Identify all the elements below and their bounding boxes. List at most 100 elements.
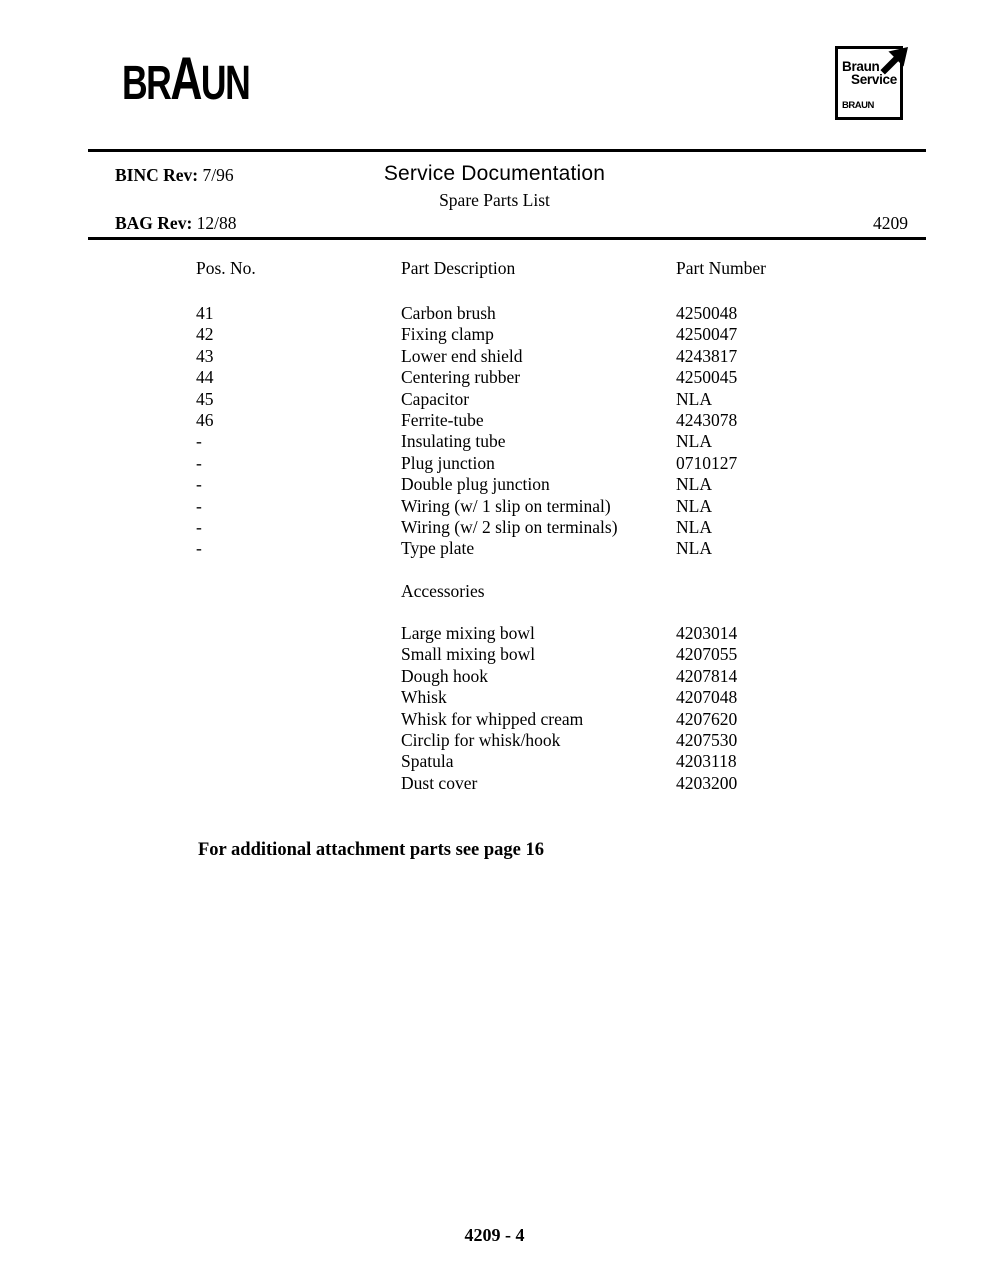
part-number-cell: NLA — [676, 516, 712, 537]
table-row: Whisk 4207048 — [0, 687, 989, 708]
pos-no-cell: - — [196, 516, 202, 537]
table-row: Spatula 4203118 — [0, 751, 989, 772]
table-row: Whisk for whipped cream 4207620 — [0, 709, 989, 730]
part-description-cell: Carbon brush — [401, 303, 496, 323]
table-row: - Wiring (w/ 2 slip on terminals) NLA — [0, 517, 989, 538]
binc-rev-label: BINC Rev: — [115, 165, 199, 185]
part-number-cell: 4207814 — [676, 665, 738, 686]
badge-service-text: Service — [851, 72, 897, 87]
part-number-cell: 4203014 — [676, 623, 738, 643]
part-description-cell: Dust cover — [401, 772, 478, 793]
pos-no-cell: 44 — [196, 367, 214, 388]
table-row: 46 Ferrite-tube 4243078 — [0, 410, 989, 431]
part-description-cell: Type plate — [401, 538, 475, 559]
pos-no-cell: - — [196, 431, 202, 452]
bag-rev-line: BAG Rev: 12/88 — [115, 213, 237, 234]
table-row: Small mixing bowl 4207055 — [0, 644, 989, 665]
bag-rev-label: BAG Rev: — [115, 213, 193, 233]
braun-logo-tall-a: A — [170, 45, 202, 112]
braun-service-badge: Braun Service BRAUN — [835, 46, 908, 120]
part-description-cell: Double plug junction — [401, 474, 550, 495]
column-header-pos-no: Pos. No. — [196, 258, 256, 278]
part-number-cell: 4203118 — [676, 751, 737, 772]
pos-no-cell: - — [196, 474, 202, 495]
page-number: 4209 - 4 — [464, 1225, 525, 1245]
part-description-cell: Wiring (w/ 2 slip on terminals) — [401, 516, 618, 537]
ne-arrow-icon — [880, 47, 908, 75]
part-description-cell: Lower end shield — [401, 345, 523, 366]
table-header-row: Pos. No. Part Description Part Number — [0, 258, 989, 280]
table-row: Dough hook 4207814 — [0, 666, 989, 687]
pos-no-cell: 41 — [196, 303, 214, 323]
part-description-cell: Circlip for whisk/hook — [401, 729, 561, 750]
part-number-cell: NLA — [676, 388, 712, 409]
part-number-cell: 4250048 — [676, 303, 738, 323]
table-row: Circlip for whisk/hook 4207530 — [0, 730, 989, 751]
accessories-rows: Large mixing bowl 4203014 Small mixing b… — [0, 623, 989, 794]
badge-braun-logo: BRAUN — [842, 100, 874, 111]
part-number-cell: NLA — [676, 474, 712, 495]
page-title: Service Documentation — [383, 162, 606, 185]
braun-logo-text: BR — [122, 57, 172, 110]
table-row: - Double plug junction NLA — [0, 474, 989, 495]
part-number-cell: 4203200 — [676, 772, 738, 793]
part-number-cell: NLA — [676, 431, 712, 452]
pos-no-cell: - — [196, 495, 202, 516]
table-row: 44 Centering rubber 4250045 — [0, 367, 989, 388]
part-description-cell: Insulating tube — [401, 431, 506, 452]
column-header-part-description: Part Description — [401, 258, 516, 278]
header-bottom-rule — [88, 237, 926, 240]
part-description-cell: Dough hook — [401, 665, 489, 686]
pos-no-cell: - — [196, 538, 202, 559]
badge-brand-text: Braun — [842, 59, 880, 74]
part-description-cell: Small mixing bowl — [401, 644, 536, 665]
part-number-cell: 4207055 — [676, 644, 738, 665]
table-row: - Plug junction 0710127 — [0, 453, 989, 474]
braun-logo-text-end: UN — [200, 57, 251, 110]
part-description-cell: Spatula — [401, 751, 454, 772]
table-row: 41 Carbon brush 4250048 — [0, 303, 989, 324]
pos-no-cell: 42 — [196, 324, 214, 345]
part-number-cell: 4250045 — [676, 367, 738, 388]
part-number-cell: 4207048 — [676, 687, 738, 708]
table-row: - Insulating tube NLA — [0, 431, 989, 452]
column-header-part-number: Part Number — [676, 258, 766, 278]
part-description-cell: Whisk — [401, 687, 447, 708]
table-row: - Type plate NLA — [0, 538, 989, 559]
part-description-cell: Wiring (w/ 1 slip on terminal) — [401, 495, 611, 516]
pos-no-cell: 43 — [196, 345, 214, 366]
part-number-cell: 4207530 — [676, 729, 738, 750]
part-number-cell: NLA — [676, 538, 712, 559]
part-number-cell: 4207620 — [676, 708, 738, 729]
part-description-cell: Large mixing bowl — [401, 623, 535, 643]
table-row: Large mixing bowl 4203014 — [0, 623, 989, 644]
table-row: Dust cover 4203200 — [0, 773, 989, 794]
bag-rev-value: 12/88 — [196, 213, 237, 233]
part-description-cell: Fixing clamp — [401, 324, 494, 345]
header-top-rule — [88, 149, 926, 152]
pos-no-cell: 45 — [196, 388, 214, 409]
document-number: 4209 — [873, 213, 908, 233]
pos-no-cell: 46 — [196, 409, 214, 430]
braun-logo: BR A UN — [122, 45, 251, 112]
table-row: 45 Capacitor NLA — [0, 389, 989, 410]
part-description-cell: Ferrite-tube — [401, 409, 484, 430]
binc-rev-value: 7/96 — [202, 165, 234, 185]
parts-rows: 41 Carbon brush 4250048 42 Fixing clamp … — [0, 303, 989, 560]
part-description-cell: Whisk for whipped cream — [401, 708, 584, 729]
binc-rev-line: BINC Rev: 7/96 — [115, 165, 234, 186]
part-description-cell: Plug junction — [401, 452, 495, 473]
page-subtitle: Spare Parts List — [439, 190, 550, 210]
additional-parts-note: For additional attachment parts see page… — [198, 840, 544, 860]
table-row: 42 Fixing clamp 4250047 — [0, 324, 989, 345]
part-number-cell: 4250047 — [676, 324, 738, 345]
part-number-cell: NLA — [676, 495, 712, 516]
table-row: - Wiring (w/ 1 slip on terminal) NLA — [0, 496, 989, 517]
part-number-cell: 0710127 — [676, 452, 738, 473]
part-description-cell: Capacitor — [401, 388, 470, 409]
table-row: 43 Lower end shield 4243817 — [0, 346, 989, 367]
part-number-cell: 4243078 — [676, 409, 738, 430]
accessories-heading: Accessories — [401, 581, 485, 601]
part-description-cell: Centering rubber — [401, 367, 521, 388]
